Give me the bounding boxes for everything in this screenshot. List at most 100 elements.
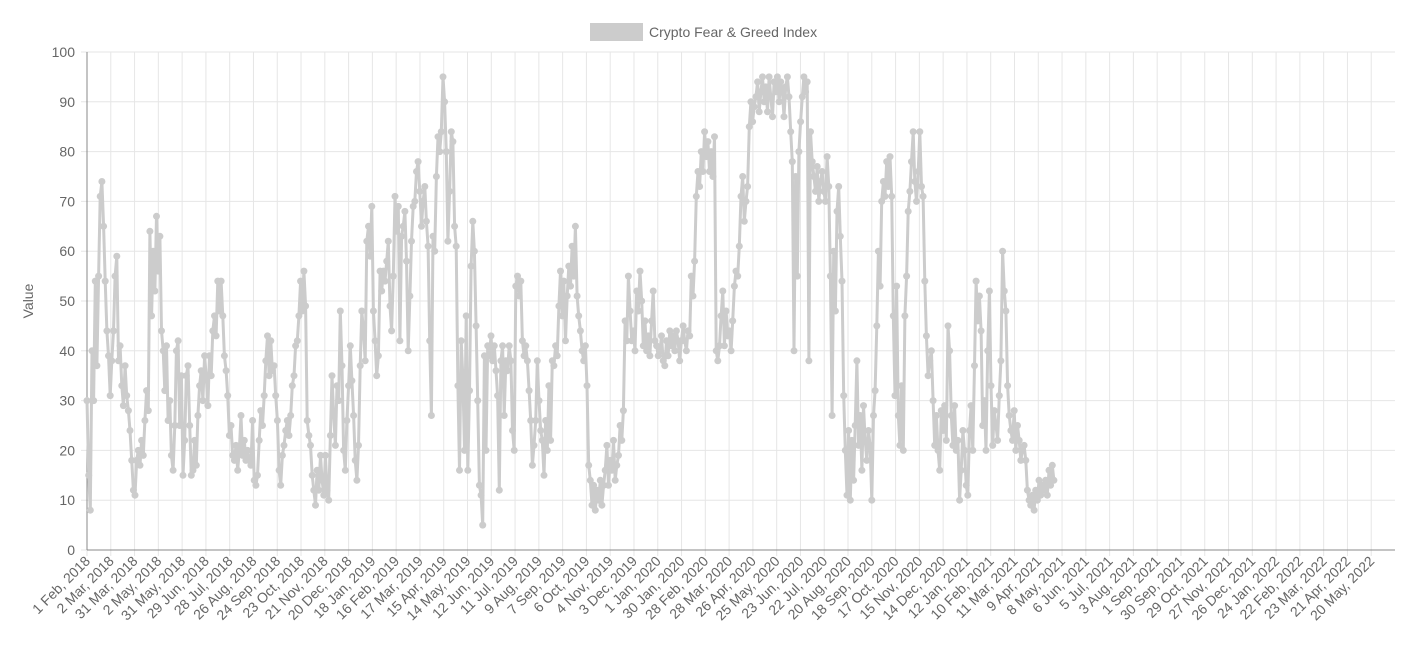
- data-point[interactable]: [124, 407, 132, 415]
- data-point[interactable]: [401, 207, 409, 215]
- data-point[interactable]: [470, 247, 478, 255]
- data-point[interactable]: [557, 267, 564, 275]
- data-point[interactable]: [754, 78, 762, 86]
- data-point[interactable]: [639, 342, 647, 350]
- data-point[interactable]: [265, 372, 273, 380]
- data-point[interactable]: [567, 282, 574, 290]
- data-point[interactable]: [181, 436, 189, 444]
- data-point[interactable]: [916, 128, 924, 136]
- data-point[interactable]: [711, 133, 718, 141]
- data-point[interactable]: [398, 232, 406, 240]
- data-point[interactable]: [429, 232, 437, 240]
- data-point[interactable]: [497, 357, 505, 365]
- data-point[interactable]: [600, 481, 608, 489]
- data-point[interactable]: [798, 93, 806, 101]
- data-point[interactable]: [828, 412, 836, 419]
- data-point[interactable]: [576, 327, 584, 335]
- data-point[interactable]: [580, 357, 588, 365]
- data-point[interactable]: [805, 357, 813, 365]
- data-point[interactable]: [860, 402, 867, 410]
- data-point[interactable]: [510, 446, 518, 454]
- data-point[interactable]: [714, 357, 722, 365]
- data-point[interactable]: [618, 436, 626, 444]
- data-point[interactable]: [949, 441, 957, 449]
- data-point[interactable]: [658, 332, 665, 340]
- data-point[interactable]: [227, 422, 235, 429]
- data-point[interactable]: [295, 312, 303, 320]
- data-point[interactable]: [517, 277, 525, 285]
- data-point[interactable]: [585, 461, 593, 469]
- data-point[interactable]: [757, 88, 765, 96]
- data-point[interactable]: [782, 83, 790, 91]
- data-point[interactable]: [1023, 486, 1031, 494]
- data-point[interactable]: [131, 491, 139, 499]
- data-point[interactable]: [1045, 466, 1053, 474]
- data-point[interactable]: [712, 347, 720, 355]
- data-point[interactable]: [611, 476, 619, 484]
- data-point[interactable]: [139, 451, 147, 459]
- data-point[interactable]: [704, 138, 712, 146]
- data-point[interactable]: [341, 466, 349, 474]
- data-point[interactable]: [421, 183, 429, 190]
- data-point[interactable]: [646, 352, 654, 360]
- data-point[interactable]: [641, 317, 649, 325]
- data-point[interactable]: [515, 292, 523, 300]
- data-point[interactable]: [1007, 427, 1015, 434]
- data-point[interactable]: [360, 327, 367, 335]
- data-point[interactable]: [116, 342, 124, 350]
- data-point[interactable]: [634, 307, 642, 315]
- data-point[interactable]: [883, 158, 891, 166]
- data-point[interactable]: [590, 481, 598, 489]
- data-point[interactable]: [441, 98, 449, 106]
- data-point[interactable]: [113, 252, 121, 260]
- data-point[interactable]: [86, 506, 94, 514]
- data-point[interactable]: [765, 73, 773, 81]
- data-point[interactable]: [101, 277, 109, 285]
- data-point[interactable]: [558, 312, 566, 320]
- data-point[interactable]: [813, 163, 821, 170]
- data-point[interactable]: [687, 272, 695, 280]
- legend-swatch[interactable]: [590, 23, 643, 41]
- data-point[interactable]: [545, 382, 553, 390]
- data-point[interactable]: [255, 436, 263, 444]
- data-point[interactable]: [553, 352, 561, 360]
- data-point[interactable]: [936, 466, 944, 474]
- data-point[interactable]: [346, 342, 354, 350]
- data-point[interactable]: [904, 207, 912, 215]
- data-point[interactable]: [115, 357, 122, 365]
- data-point[interactable]: [656, 347, 664, 355]
- data-point[interactable]: [686, 332, 694, 340]
- data-point[interactable]: [100, 222, 108, 230]
- data-point[interactable]: [93, 362, 101, 370]
- data-point[interactable]: [396, 337, 404, 345]
- data-point[interactable]: [273, 417, 281, 424]
- data-point[interactable]: [298, 307, 306, 315]
- data-point[interactable]: [216, 307, 223, 315]
- data-point[interactable]: [499, 342, 507, 350]
- data-point[interactable]: [671, 347, 679, 355]
- data-point[interactable]: [992, 422, 1000, 429]
- data-point[interactable]: [353, 476, 361, 484]
- data-point[interactable]: [1020, 441, 1028, 449]
- data-point[interactable]: [921, 277, 929, 285]
- data-point[interactable]: [373, 372, 381, 380]
- data-point[interactable]: [290, 372, 298, 380]
- data-point[interactable]: [719, 287, 727, 295]
- data-point[interactable]: [111, 272, 119, 280]
- data-point[interactable]: [608, 466, 616, 474]
- data-point[interactable]: [179, 471, 187, 479]
- data-point[interactable]: [977, 327, 985, 335]
- data-point[interactable]: [386, 302, 394, 310]
- data-point[interactable]: [201, 352, 209, 360]
- data-point[interactable]: [903, 272, 911, 280]
- data-point[interactable]: [492, 367, 500, 375]
- data-point[interactable]: [552, 342, 560, 350]
- data-point[interactable]: [543, 446, 551, 454]
- data-point[interactable]: [668, 342, 675, 350]
- data-point[interactable]: [985, 287, 993, 295]
- data-point[interactable]: [845, 427, 853, 434]
- data-point[interactable]: [873, 322, 881, 330]
- data-point[interactable]: [143, 387, 151, 395]
- data-point[interactable]: [379, 267, 387, 275]
- data-point[interactable]: [821, 197, 829, 205]
